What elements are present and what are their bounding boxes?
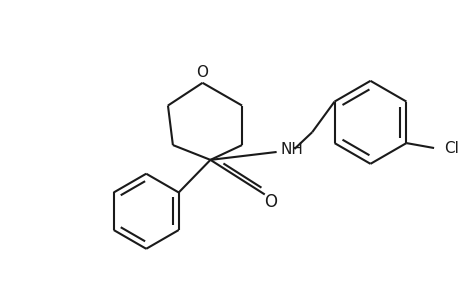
- Text: O: O: [196, 65, 208, 80]
- Text: Cl: Cl: [443, 140, 458, 155]
- Text: O: O: [263, 194, 277, 211]
- Text: NH: NH: [280, 142, 303, 157]
